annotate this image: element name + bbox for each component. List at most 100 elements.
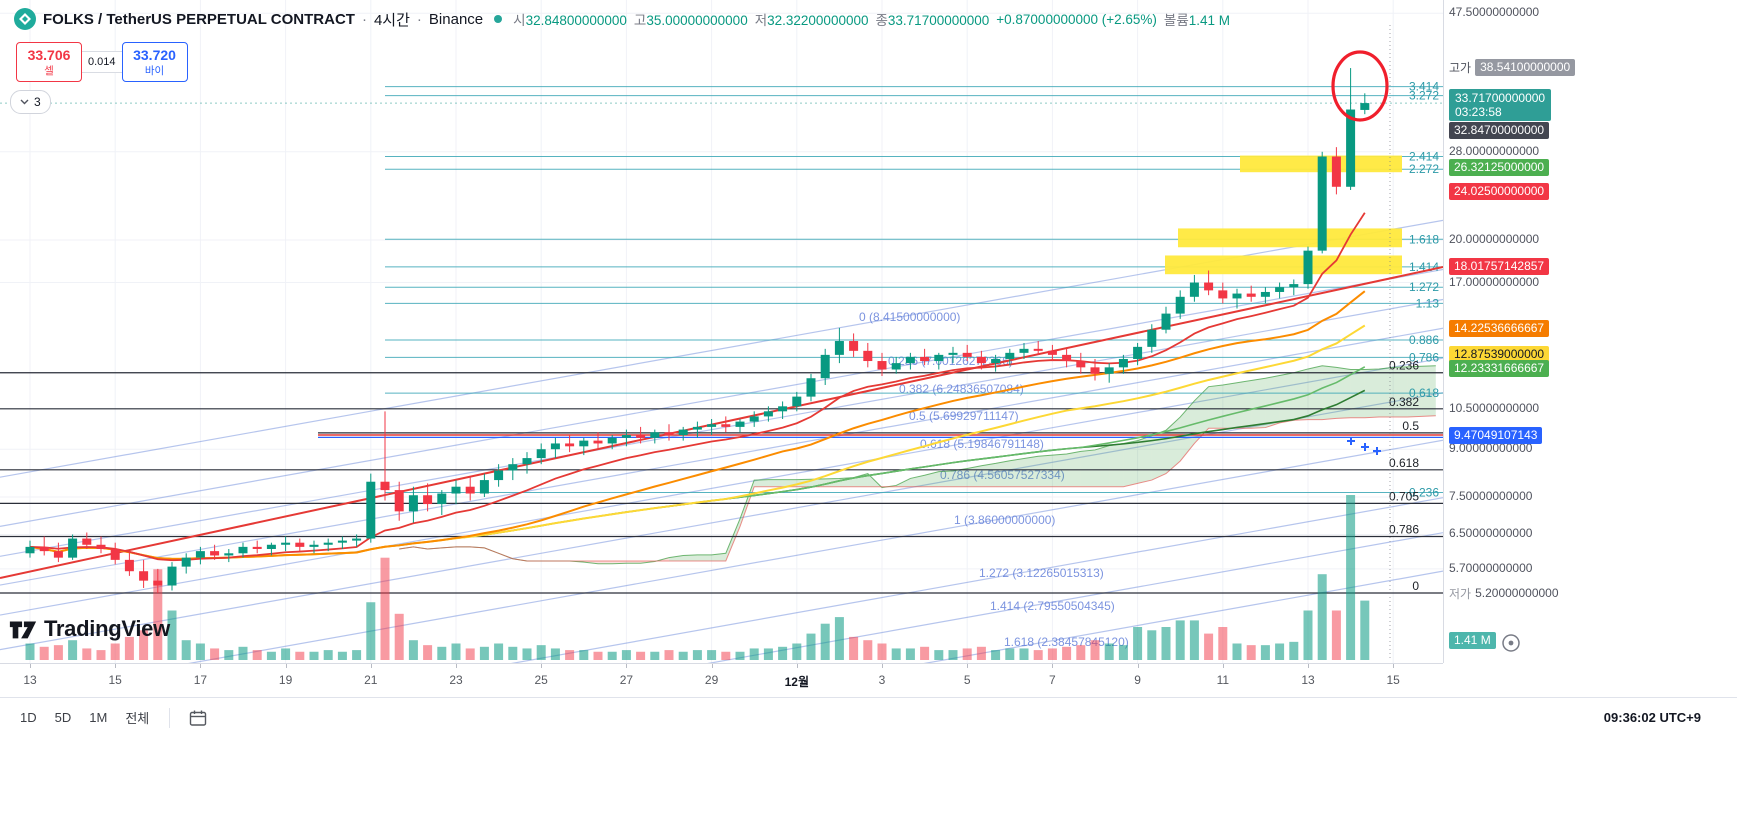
time-tick [370, 664, 372, 668]
symbol-title[interactable]: FOLKS / TetherUS PERPETUAL CONTRACT [43, 10, 355, 28]
bottom-toolbar: 1D 5D 1M 전체 09:36:02 UTC+9 [0, 697, 1737, 737]
svg-text:1.272 (3.12265015313): 1.272 (3.12265015313) [979, 566, 1104, 580]
time-tick [200, 664, 202, 668]
time-axis-label: 13 [1301, 673, 1315, 687]
svg-text:0.382 (6.24836507084): 0.382 (6.24836507084) [899, 382, 1024, 396]
price-label-red-1: 24.02500000000 [1449, 182, 1550, 200]
trade-panel: 33.706 셀 0.014 33.720 바이 [16, 42, 188, 82]
price-axis[interactable]: 47.50000000000 28.00000000000 20.000000000… [1443, 0, 1737, 663]
price-label-indicator-green-1: 26.32125000000 [1449, 158, 1550, 176]
volume-bars [25, 495, 1370, 660]
price-axis-label: 28.00000000000 [1449, 143, 1540, 158]
time-axis-label: 15 [1386, 673, 1400, 687]
price-axis-label: 47.50000000000 [1449, 5, 1540, 20]
price-label-ma-green: 12.23331666667 [1449, 359, 1550, 377]
range-button-전체[interactable]: 전체 [117, 705, 157, 730]
svg-text:2.414: 2.414 [1409, 150, 1439, 164]
time-tick [541, 664, 543, 668]
time-axis-label: 12월 [784, 675, 809, 689]
grid-lines [0, 0, 1443, 663]
range-buttons: 1D 5D 1M 전체 [12, 705, 157, 730]
time-tick [796, 664, 798, 668]
volume-readout: 볼륨1.41 M [1163, 13, 1231, 28]
chevron-down-icon [20, 99, 29, 105]
range-button-5d[interactable]: 5D [47, 707, 80, 728]
time-tick [285, 664, 287, 668]
time-tick [1137, 664, 1139, 668]
buy-button[interactable]: 33.720 바이 [121, 42, 188, 82]
exchange-label[interactable]: Binance [428, 10, 484, 28]
interval-button[interactable]: 4시간 [373, 11, 410, 29]
svg-text:0.705: 0.705 [1389, 489, 1419, 503]
moving-averages [29, 212, 1366, 562]
spread-value: 0.014 [82, 51, 122, 73]
svg-text:1.618: 1.618 [1409, 232, 1439, 246]
price-label-ma-orange: 14.22536666667 [1449, 320, 1550, 338]
svg-text:0.618: 0.618 [1409, 386, 1439, 400]
tradingview-logo-icon [9, 621, 37, 639]
svg-text:1.13: 1.13 [1416, 296, 1440, 310]
time-axis-label: 25 [534, 673, 548, 687]
time-axis-label: 15 [108, 673, 122, 687]
clock[interactable]: 09:36:02 UTC+9 [1603, 710, 1701, 725]
ohlc-close: 종33.71700000000 [875, 13, 990, 28]
fib-levels: 3.4143.2722.4142.2721.6181.4141.2721.130… [0, 80, 1443, 594]
range-button-1m[interactable]: 1M [81, 707, 115, 728]
svg-text:0.886: 0.886 [1409, 333, 1439, 347]
range-button-1d[interactable]: 1D [12, 707, 45, 728]
price-label-low: 저가 5.20000000000 [1449, 586, 1559, 601]
go-to-date-button[interactable] [182, 706, 214, 730]
sell-button[interactable]: 33.706 셀 [16, 42, 82, 82]
time-axis-label: 13 [23, 673, 37, 687]
svg-text:0.236: 0.236 [1389, 359, 1419, 373]
drawings [1331, 25, 1391, 660]
svg-text:0.5 (5.69929711147): 0.5 (5.69929711147) [909, 409, 1019, 423]
time-tick [1222, 664, 1224, 668]
separator: · [416, 10, 422, 28]
time-axis-label: 21 [364, 673, 378, 687]
time-tick [456, 664, 457, 668]
price-label-ma-yellow: 12.87539000000 [1449, 346, 1550, 364]
time-tick [882, 664, 883, 668]
price-axis-label: 20.00000000000 [1449, 231, 1540, 246]
time-tick [1052, 664, 1054, 668]
time-axis[interactable]: 13 15 17 19 21 23 25 27 29 12월 3 5 7 9 11 13 15 [0, 663, 1443, 698]
time-axis-label: 23 [449, 673, 463, 687]
indicators-collapse-button[interactable]: 3 [10, 90, 51, 114]
svg-text:0.786: 0.786 [1409, 350, 1439, 364]
market-status-dot [494, 15, 503, 23]
price-axis-label: 17.00000000000 [1449, 274, 1540, 289]
time-axis-label: 17 [193, 673, 208, 687]
time-axis-label: 29 [704, 673, 719, 687]
price-axis-label: 10.50000000000 [1449, 400, 1540, 415]
symbol-logo-icon [14, 8, 36, 30]
svg-text:0.786: 0.786 [1389, 523, 1419, 537]
ichimoku-cloud [399, 365, 1436, 565]
svg-text:1 (3.86000000000): 1 (3.86000000000) [954, 513, 1055, 527]
time-tick [711, 664, 713, 668]
time-tick [1393, 664, 1395, 668]
time-tick [30, 664, 31, 668]
time-axis-label: 27 [619, 673, 634, 687]
svg-text:2.272: 2.272 [1409, 162, 1439, 176]
symbol-legend: FOLKS / TetherUS PERPETUAL CONTRACT · 4시… [14, 8, 1230, 30]
time-tick [115, 664, 117, 668]
svg-text:1.272: 1.272 [1409, 280, 1439, 294]
ohlc-high: 고35.00000000000 [633, 13, 748, 28]
chart-canvas[interactable]: 0 (8.41500000000)0.236 (7.00126272366)0.… [0, 0, 1443, 663]
chart-pane[interactable]: 0 (8.41500000000) 0.236 (7.00126272366) 0.… [0, 0, 1443, 663]
price-label-high: 고가 38.54100000000 [1449, 59, 1576, 77]
svg-text:1.414 (2.79550504345): 1.414 (2.79550504345) [990, 599, 1115, 613]
time-tick [1308, 664, 1309, 668]
svg-text:0.618: 0.618 [1389, 456, 1419, 470]
price-axis-label: 9.00000000000 [1449, 441, 1533, 456]
price-label-trendline: 18.01757142857 [1449, 258, 1550, 276]
svg-text:0.618 (5.19846791148): 0.618 (5.19846791148) [920, 437, 1044, 451]
volume-axis-badge: 1.41 M [1449, 632, 1496, 649]
tradingview-watermark: TradingView [8, 614, 170, 644]
svg-text:0.236: 0.236 [1409, 485, 1439, 499]
time-tick [626, 664, 628, 668]
time-axis-label: 7 [1049, 673, 1056, 687]
price-scale-settings-icon[interactable] [1500, 632, 1522, 654]
ohlc-low: 저32.32200000000 [754, 13, 869, 28]
